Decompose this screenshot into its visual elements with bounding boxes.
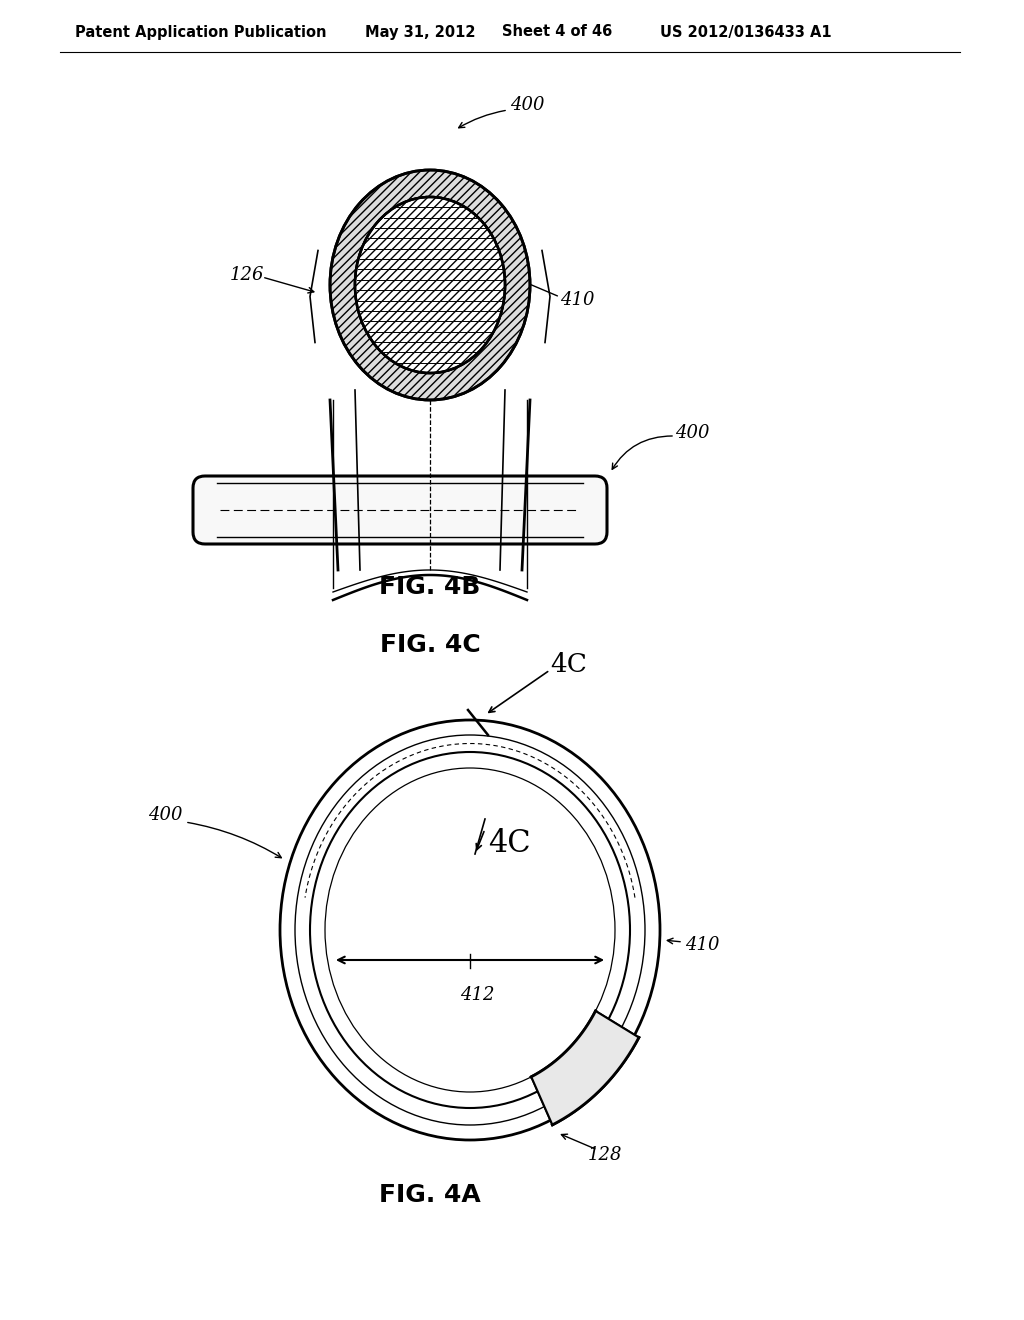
Text: Patent Application Publication: Patent Application Publication [75, 25, 327, 40]
Polygon shape [531, 1011, 639, 1125]
Ellipse shape [355, 197, 505, 374]
Text: 128: 128 [588, 1146, 622, 1164]
Text: FIG. 4B: FIG. 4B [379, 576, 480, 599]
Text: FIG. 4A: FIG. 4A [379, 1183, 481, 1206]
Text: 412: 412 [460, 986, 495, 1005]
Text: 400: 400 [510, 96, 545, 114]
Ellipse shape [330, 170, 530, 400]
Text: 4C: 4C [488, 829, 530, 859]
Text: 400: 400 [675, 424, 710, 442]
Text: Sheet 4 of 46: Sheet 4 of 46 [502, 25, 612, 40]
Ellipse shape [355, 197, 505, 374]
Text: May 31, 2012: May 31, 2012 [365, 25, 475, 40]
Text: 4C: 4C [550, 652, 587, 677]
FancyBboxPatch shape [193, 477, 607, 544]
Text: 410: 410 [685, 936, 720, 954]
Text: 400: 400 [148, 807, 182, 824]
Text: 410: 410 [560, 290, 595, 309]
Text: US 2012/0136433 A1: US 2012/0136433 A1 [660, 25, 831, 40]
Text: FIG. 4C: FIG. 4C [380, 634, 480, 657]
Text: 126: 126 [230, 267, 264, 284]
